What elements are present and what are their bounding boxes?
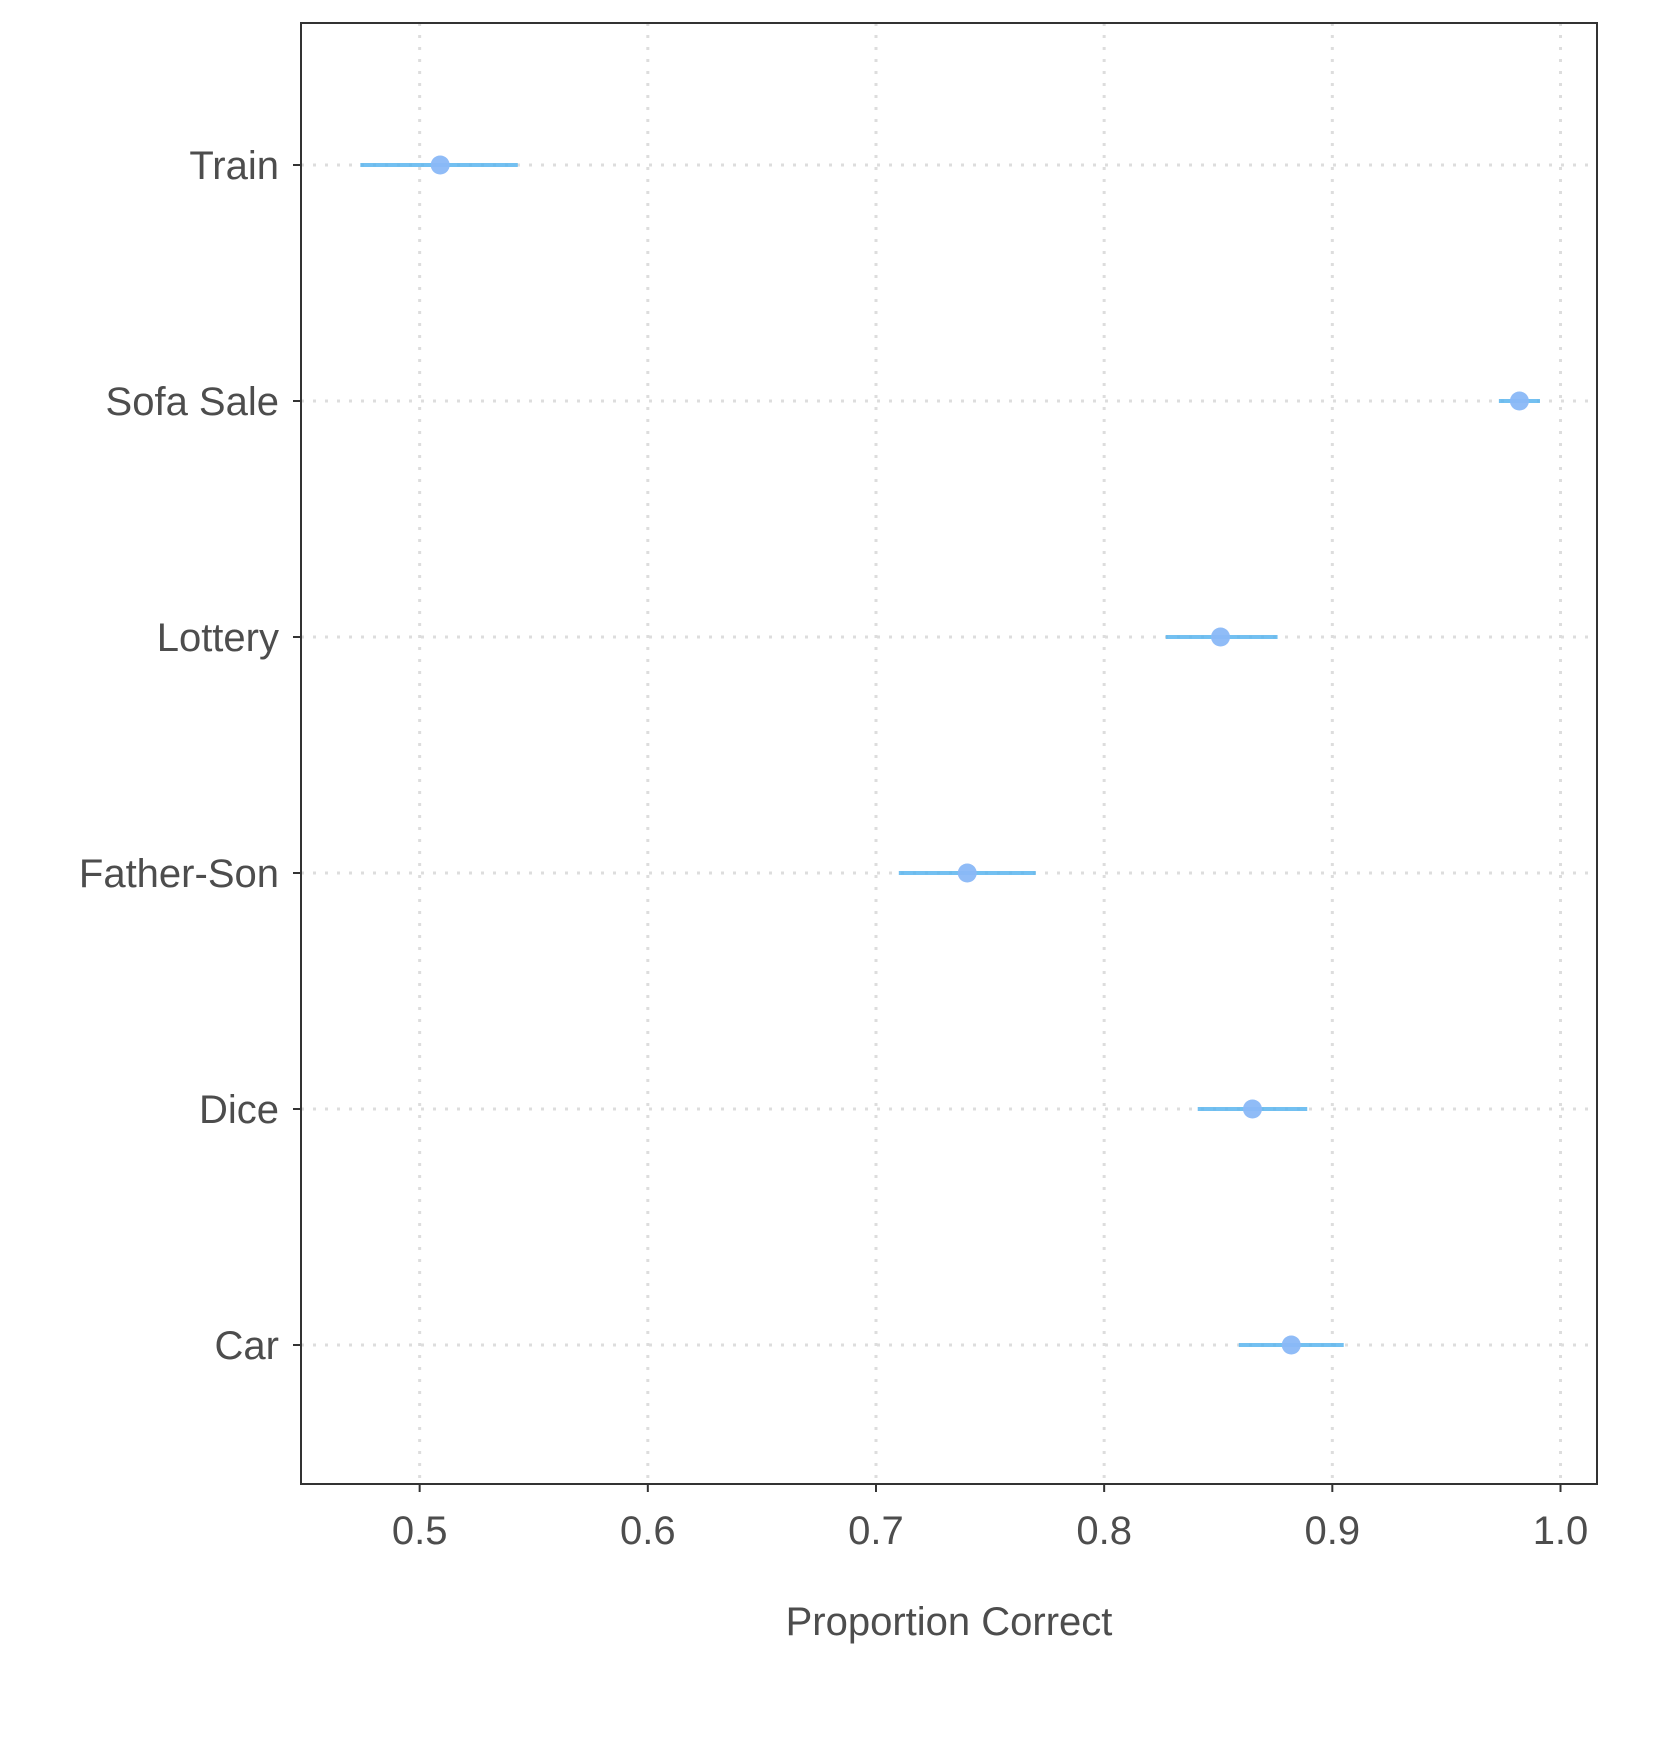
y-tick-label: Lottery xyxy=(157,616,279,660)
point-marker xyxy=(430,155,450,175)
x-tick-label: 0.5 xyxy=(392,1509,448,1553)
point-marker xyxy=(1242,1099,1262,1119)
y-tick-label: Dice xyxy=(199,1088,279,1132)
y-tick-labels: Train Sofa Sale Lottery Father-Son Dice Car xyxy=(79,144,301,1368)
point-marker xyxy=(1281,1335,1301,1355)
x-tick-labels: 0.5 0.6 0.7 0.8 0.9 1.0 xyxy=(392,1484,1588,1553)
x-tick-label: 1.0 xyxy=(1533,1509,1589,1553)
point-marker xyxy=(1211,627,1231,647)
plot-frame xyxy=(300,22,1598,1485)
x-axis-title: Proportion Correct xyxy=(786,1600,1113,1644)
interval-lines xyxy=(360,163,1540,1347)
grid-lines xyxy=(301,23,1597,1484)
x-tick-label: 0.8 xyxy=(1076,1509,1132,1553)
y-tick-label: Train xyxy=(189,144,279,188)
x-tick-label: 0.7 xyxy=(848,1509,904,1553)
point-marker xyxy=(957,863,977,883)
x-tick-label: 0.6 xyxy=(620,1509,676,1553)
x-tick-label: 0.9 xyxy=(1305,1509,1361,1553)
point-marker xyxy=(1509,391,1529,411)
y-tick-label: Car xyxy=(215,1324,279,1368)
y-tick-label: Sofa Sale xyxy=(106,380,279,424)
y-tick-label: Father-Son xyxy=(79,852,279,896)
point-markers xyxy=(430,155,1529,1355)
